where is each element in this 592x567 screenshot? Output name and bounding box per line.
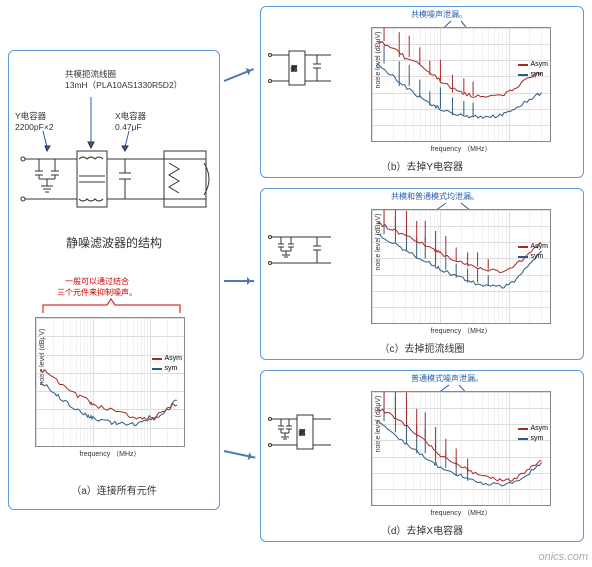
circuit-d: 扼: [267, 411, 337, 455]
note-c: 共模和普通模式均泄漏。: [391, 191, 479, 202]
panel-a: 共模扼流线圈 13mH（PLA10AS1330R5D2） Y电容器 2200pF…: [8, 50, 220, 510]
choke-label: 共模扼流线圈 13mH（PLA10AS1330R5D2）: [65, 69, 215, 91]
caption-b: （b）去掉Y电容器: [261, 158, 583, 173]
arrow-to-b: [224, 68, 254, 82]
note-b: 共模噪声泄漏。: [411, 9, 467, 20]
watermark: onics.com: [538, 551, 588, 563]
x-cap-label: X电容器 0.47μF: [115, 111, 146, 133]
caption-c: （c）去掉扼流线圈: [261, 340, 583, 355]
chart-b: noise level (dBμV) 20304050607080900.111…: [371, 27, 551, 154]
panel-d: 普通模式噪声泄漏。 扼 noise level (dBμV) 203040506…: [260, 370, 584, 542]
chart-a: noise level (dBμV) 20304050607080900.111…: [35, 317, 213, 459]
bracket-a: [39, 299, 184, 317]
chart-c: noise level (dBμV) 20304050607080900.111…: [371, 209, 551, 336]
arrow-to-c: [224, 280, 254, 282]
chart-d: noise level (dBμV) 20304050607080900.111…: [371, 391, 551, 518]
caption-a: （a）连接所有元件: [9, 482, 219, 497]
y-cap-label: Y电容器 2200pF×2: [15, 111, 54, 133]
arrow-to-d: [224, 450, 256, 459]
circuit-c: [267, 229, 337, 273]
note-d: 普通模式噪声泄漏。: [411, 373, 483, 384]
struct-title: 静噪滤波器的结构: [9, 236, 219, 252]
panel-c: 共模和普通模式均泄漏。 noise level (dBμV) 203040506…: [260, 188, 584, 360]
panel-b: 共模噪声泄漏。 扼 noise level (dBμV) 20304050607…: [260, 6, 584, 178]
svg-text:扼: 扼: [299, 429, 305, 437]
svg-text:扼: 扼: [291, 65, 297, 73]
note-a: 一般可以通过结合 三个元件来抑制噪声。: [57, 276, 137, 298]
caption-d: （d）去掉X电容器: [261, 522, 583, 537]
circuit-b: 扼: [267, 47, 337, 91]
circuit-full: [19, 131, 214, 226]
